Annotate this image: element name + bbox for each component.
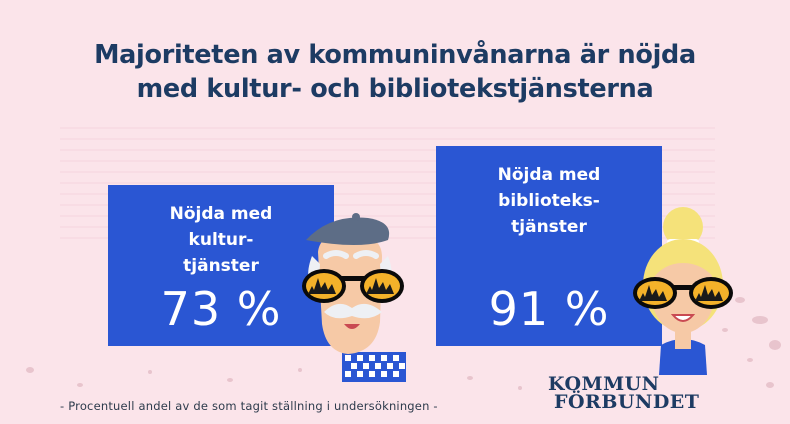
logo-line-1: KOMMUN (548, 373, 660, 395)
title-line-1: Majoriteten av kommuninvånarna är nöjda (94, 40, 696, 70)
bar-label-bibliotek-line-2: biblioteks- (498, 190, 600, 211)
bar-bibliotek: Nöjda med biblioteks- tjänster 91 % (436, 145, 662, 346)
bar-label-kultur-line-3: tjänster (183, 256, 259, 277)
woman-with-bun-icon (633, 207, 733, 375)
title-line-2: med kultur- och bibliotekstjänsterna (136, 74, 654, 104)
footnote: - Procentuell andel av de som tagit stäl… (60, 399, 438, 413)
bar-label-kultur-line-1: Nöjda med (169, 204, 273, 225)
bar-label-bibliotek: Nöjda med biblioteks- tjänster (436, 162, 662, 240)
bar-value-bibliotek: 91 % (488, 281, 610, 336)
bar-label-kultur: Nöjda med kultur- tjänster (108, 201, 334, 279)
page-title: Majoriteten av kommuninvånarna är nöjda … (0, 38, 790, 106)
bar-label-bibliotek-line-3: tjänster (511, 216, 587, 237)
bar-label-kultur-line-2: kultur- (188, 230, 254, 251)
bar-value-kultur: 73 % (160, 281, 282, 336)
background-splatter (26, 297, 781, 390)
kommunforbundet-logo: KOMMUN FÖRBUNDET (548, 373, 748, 413)
bar-kultur: Nöjda med kultur- tjänster 73 % (108, 185, 334, 346)
logo-line-2: FÖRBUNDET (554, 391, 700, 413)
bar-label-bibliotek-line-1: Nöjda med (497, 164, 601, 185)
man-with-beret-icon (302, 213, 406, 382)
